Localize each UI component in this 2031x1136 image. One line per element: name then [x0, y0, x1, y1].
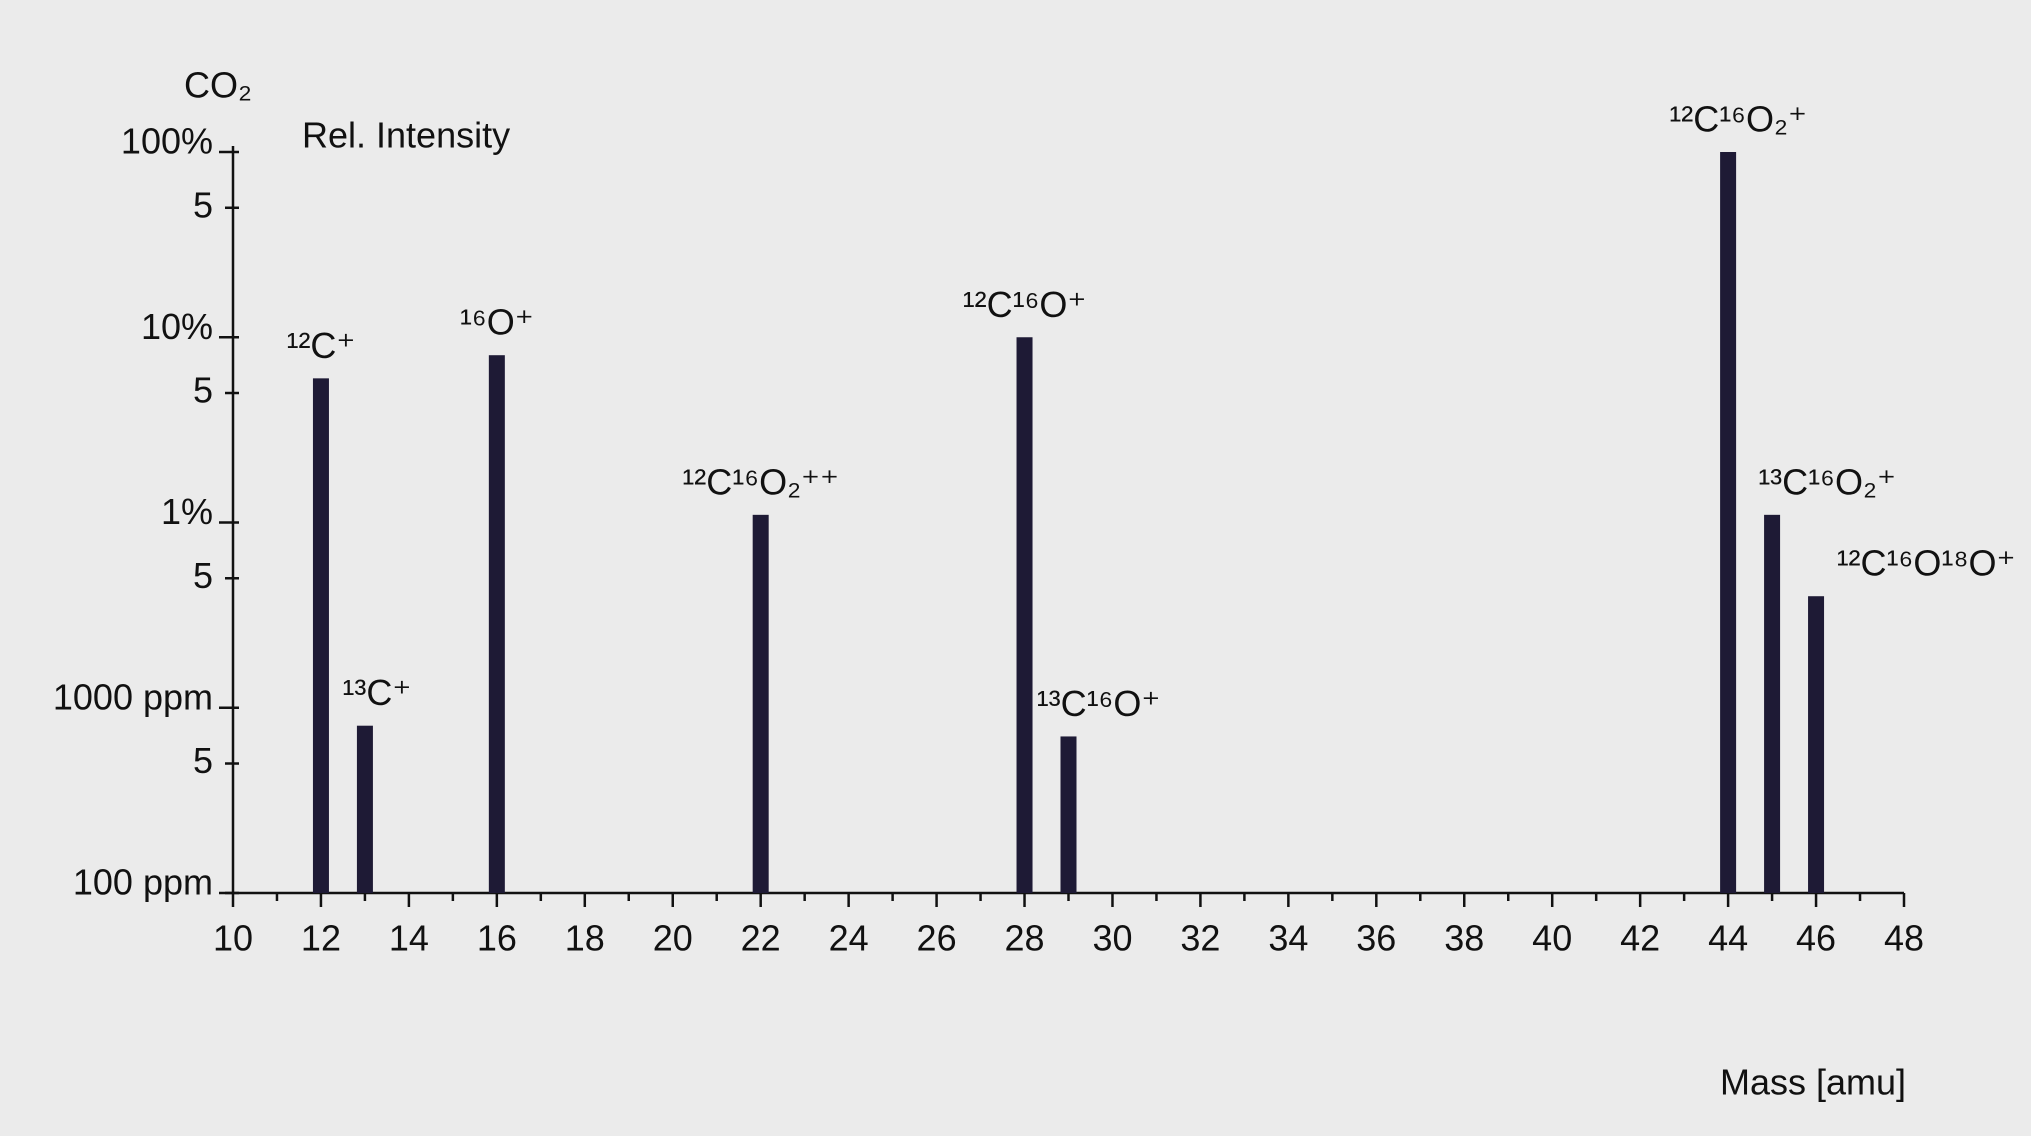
bar-label: ¹²C¹⁶O₂⁺	[1669, 99, 1807, 140]
y-tick-label: 5	[193, 184, 213, 225]
y-tick-label: 100%	[121, 121, 213, 162]
bar	[1764, 514, 1781, 893]
x-tick-label: 34	[1268, 918, 1308, 959]
bar-label: ¹⁶O⁺	[460, 302, 534, 343]
chart-title: CO₂	[184, 65, 252, 106]
y-tick-label: 10%	[141, 306, 213, 347]
x-tick-label: 40	[1532, 918, 1572, 959]
y-tick-label: 100 ppm	[73, 862, 213, 903]
bar-label: ¹³C¹⁶O⁺	[1037, 683, 1161, 724]
x-tick-label: 24	[829, 918, 869, 959]
bar	[488, 355, 505, 893]
bar-label: ¹³C¹⁶O₂⁺	[1758, 461, 1896, 502]
bar-label: ¹³C⁺	[342, 672, 411, 713]
y-axis-label: Rel. Intensity	[302, 115, 510, 156]
x-tick-label: 42	[1620, 918, 1660, 959]
y-tick-label: 5	[193, 740, 213, 781]
x-tick-label: 20	[653, 918, 693, 959]
bar-label: ¹²C¹⁶O⁺	[963, 284, 1087, 325]
bar-label: ¹²C⁺	[286, 325, 355, 366]
bar	[1060, 736, 1077, 893]
bar	[752, 514, 769, 893]
x-tick-label: 28	[1005, 918, 1045, 959]
bar	[1808, 596, 1825, 893]
x-tick-label: 10	[213, 918, 253, 959]
x-axis-label: Mass [amu]	[1720, 1062, 1906, 1103]
x-tick-label: 30	[1092, 918, 1132, 959]
bar	[1720, 152, 1737, 893]
x-tick-label: 44	[1708, 918, 1748, 959]
x-tick-label: 48	[1884, 918, 1924, 959]
y-tick-label: 1000 ppm	[53, 676, 213, 717]
y-tick-label: 1%	[161, 491, 213, 532]
y-tick-label: 5	[193, 370, 213, 411]
x-tick-label: 32	[1180, 918, 1220, 959]
x-tick-label: 12	[301, 918, 341, 959]
bar	[1016, 337, 1033, 893]
x-tick-label: 38	[1444, 918, 1484, 959]
x-tick-label: 36	[1356, 918, 1396, 959]
bar	[312, 378, 329, 893]
bar	[356, 725, 373, 893]
bar-label: ¹²C¹⁶O¹⁸O⁺	[1837, 543, 2016, 584]
x-tick-label: 46	[1796, 918, 1836, 959]
x-tick-label: 22	[741, 918, 781, 959]
x-tick-label: 26	[917, 918, 957, 959]
x-tick-label: 16	[477, 918, 517, 959]
x-tick-label: 14	[389, 918, 429, 959]
y-tick-label: 5	[193, 555, 213, 596]
x-tick-label: 18	[565, 918, 605, 959]
bar-label: ¹²C¹⁶O₂⁺⁺	[682, 461, 839, 502]
